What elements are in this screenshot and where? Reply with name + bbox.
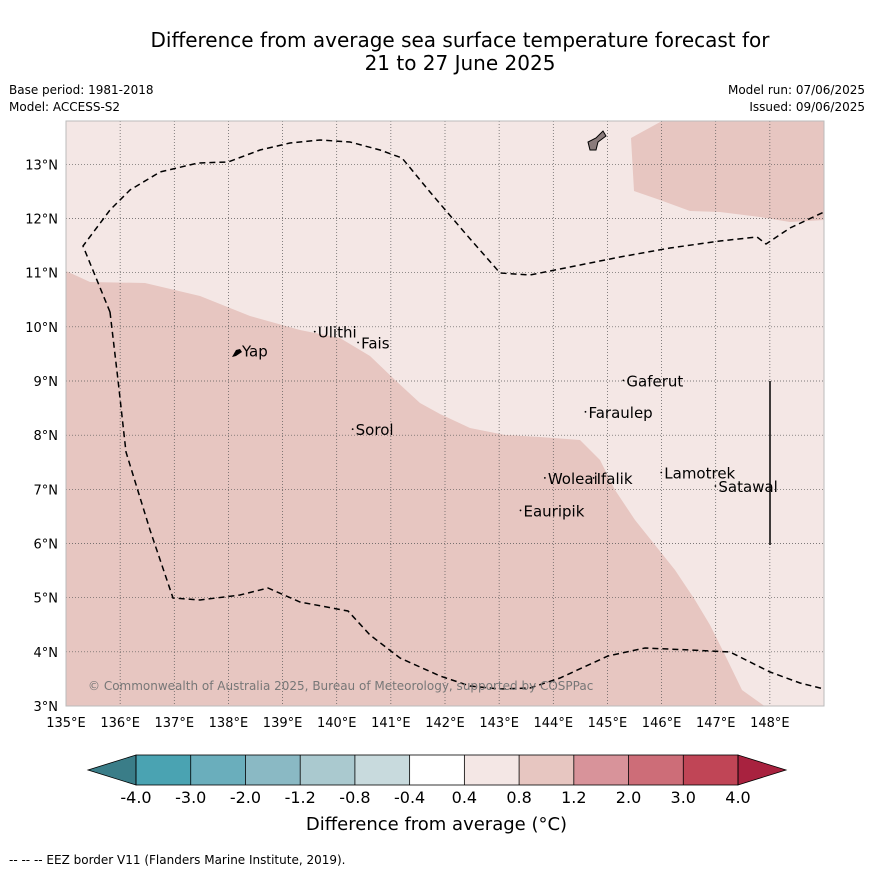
place-marker bbox=[357, 341, 359, 344]
colorbar-segment bbox=[573, 755, 629, 785]
lat-tick-label: 9°N bbox=[34, 375, 59, 390]
place-label: Eauripik bbox=[524, 502, 585, 520]
lon-tick-label: 136°E bbox=[100, 716, 140, 731]
place-label: Yap bbox=[241, 343, 268, 361]
colorbar-tick-label: 0.8 bbox=[506, 788, 532, 807]
lat-tick-label: 12°N bbox=[25, 213, 58, 228]
model-run: Model run: 07/06/2025 bbox=[727, 83, 865, 97]
lon-tick-label: 135°E bbox=[46, 716, 86, 731]
place-label: Sorol bbox=[356, 421, 394, 439]
lat-tick-label: 4°N bbox=[34, 646, 59, 661]
place-marker bbox=[519, 509, 522, 512]
meta-left: Base period: 1981-2018 Model: ACCESS-S2 bbox=[9, 83, 154, 117]
place-marker bbox=[660, 471, 663, 474]
model-name: Model: ACCESS-S2 bbox=[9, 100, 121, 114]
lat-tick-label: 8°N bbox=[34, 429, 59, 444]
colorbar-tick-label: 3.0 bbox=[670, 788, 696, 807]
place-label: Faraulep bbox=[588, 404, 652, 422]
colorbar-tick-label: -4.0 bbox=[120, 788, 152, 807]
colorbar-tick-label: 4.0 bbox=[725, 788, 751, 807]
place-label: Ulithi bbox=[318, 324, 357, 342]
colorbar-tick-label: -3.0 bbox=[175, 788, 207, 807]
issued-date: Issued: 09/06/2025 bbox=[749, 100, 865, 114]
place-label: Fais bbox=[361, 335, 390, 353]
colorbar-segment bbox=[409, 755, 465, 785]
colorbar-label: Difference from average (°C) bbox=[305, 814, 568, 835]
colorbar-segment bbox=[245, 755, 301, 785]
place-marker bbox=[351, 428, 354, 431]
lat-tick-label: 3°N bbox=[34, 700, 59, 715]
sst-region-west bbox=[66, 271, 765, 706]
lat-tick-label: 5°N bbox=[34, 592, 59, 607]
lat-tick-label: 10°N bbox=[25, 321, 58, 336]
place-label: Ifalik bbox=[597, 470, 633, 488]
eez-border bbox=[82, 139, 824, 690]
colorbar-tick-label: 2.0 bbox=[615, 788, 642, 807]
lon-tick-label: 144°E bbox=[534, 716, 574, 731]
colorbar-tick-label: -0.4 bbox=[394, 788, 426, 807]
base-period: Base period: 1981-2018 bbox=[9, 83, 154, 97]
colorbar-segment bbox=[683, 755, 738, 785]
place-marker bbox=[313, 330, 316, 333]
colorbar-tick-label: -2.0 bbox=[229, 788, 262, 807]
colorbar-segment bbox=[354, 755, 410, 785]
place-marker bbox=[714, 485, 717, 487]
lon-tick-label: 140°E bbox=[317, 716, 357, 731]
colorbar-segment bbox=[136, 755, 191, 785]
place-label: Satawal bbox=[718, 478, 777, 496]
guam-island bbox=[587, 130, 607, 151]
meta-right: Model run: 07/06/2025 Issued: 09/06/2025 bbox=[728, 83, 865, 117]
colorbar-segment bbox=[519, 755, 574, 785]
map-frame bbox=[65, 120, 825, 707]
colorbar-segment bbox=[300, 755, 355, 785]
lon-tick-label: 138°E bbox=[209, 716, 249, 731]
colorbar-outline bbox=[135, 754, 739, 786]
colorbar-segment bbox=[464, 755, 520, 785]
copyright-text: © Commonwealth of Australia 2025, Bureau… bbox=[88, 679, 593, 693]
place-marker bbox=[238, 349, 240, 352]
place-marker bbox=[622, 379, 625, 382]
lon-tick-label: 143°E bbox=[479, 716, 519, 731]
colorbar bbox=[86, 754, 788, 786]
lon-tick-label: 147°E bbox=[696, 716, 736, 731]
footer-note: -- -- -- EEZ border V11 (Flanders Marine… bbox=[9, 853, 346, 867]
lon-tick-label: 141°E bbox=[371, 716, 411, 731]
place-label: Lamotrek bbox=[664, 465, 735, 483]
axis-labels: 135°E 136°E 137°E 138°E 139°E 140°E 141°E 142°E… bbox=[25, 158, 789, 731]
colorbar-tick-label: -0.8 bbox=[339, 788, 371, 807]
lon-tick-label: 146°E bbox=[642, 716, 682, 731]
colorbar-segment bbox=[190, 755, 246, 785]
lat-tick-label: 13°N bbox=[25, 158, 58, 173]
lat-tick-label: 6°N bbox=[34, 538, 59, 553]
lat-tick-label: 11°N bbox=[25, 267, 58, 282]
colorbar-tick-label: 1.2 bbox=[561, 788, 587, 807]
colorbar-extend-high bbox=[737, 754, 788, 786]
place-label: Gaferut bbox=[626, 372, 683, 390]
lat-tick-label: 7°N bbox=[34, 483, 59, 498]
map-title-line2: 21 to 27 June 2025 bbox=[364, 51, 556, 75]
place-marker bbox=[592, 477, 595, 479]
lon-tick-label: 145°E bbox=[588, 716, 628, 731]
place-marker bbox=[584, 410, 587, 413]
colorbar-segment bbox=[628, 755, 684, 785]
colorbar-extend-low bbox=[86, 754, 137, 786]
lon-tick-label: 137°E bbox=[155, 716, 195, 731]
place-marker bbox=[543, 477, 546, 479]
place-label: Woleai bbox=[548, 470, 598, 488]
colorbar-tick-label: -1.2 bbox=[284, 788, 316, 807]
lon-tick-label: 148°E bbox=[750, 716, 790, 731]
lon-tick-label: 142°E bbox=[425, 716, 465, 731]
sst-region-northeast bbox=[631, 121, 824, 222]
colorbar-tick-label: 0.4 bbox=[451, 788, 478, 807]
lon-tick-label: 139°E bbox=[263, 716, 303, 731]
map-title-line1: Difference from average sea surface temp… bbox=[150, 28, 770, 52]
